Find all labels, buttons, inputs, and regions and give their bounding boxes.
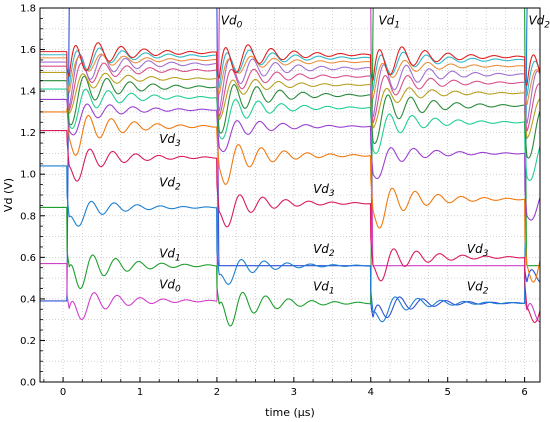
annotation-base: Vd bbox=[159, 132, 175, 146]
series-line bbox=[39, 47, 541, 97]
axis-ticks: 0 1 2 3 4 5 6 0.0 0.2 0.4 0.6 0.8 1.0 1.2 1.4 1.6 1.8 bbox=[20, 4, 528, 399]
curve-annotation: Vd0 bbox=[159, 278, 181, 295]
annotation-subscript: 1 bbox=[394, 21, 400, 31]
curve-annotation: Vd1 bbox=[159, 246, 181, 263]
series-line bbox=[39, 53, 541, 124]
series-line bbox=[39, 42, 541, 87]
y-tick-label: 0.4 bbox=[20, 294, 36, 305]
annotation-subscript: 2 bbox=[544, 21, 550, 31]
x-tick-label: 4 bbox=[368, 387, 374, 398]
series-line bbox=[39, 53, 541, 106]
annotation-subscript: 3 bbox=[329, 189, 335, 199]
series-line bbox=[39, 130, 541, 323]
annotation-base: Vd bbox=[467, 280, 483, 294]
annotation-base: Vd bbox=[313, 242, 329, 256]
annotation-base: Vd bbox=[313, 182, 329, 196]
series-line bbox=[39, 75, 541, 159]
annotation-subscript: 3 bbox=[483, 249, 489, 259]
series-line bbox=[39, 62, 541, 132]
annotation-base: Vd bbox=[159, 176, 175, 190]
curve-annotation: Vd2 bbox=[159, 176, 181, 193]
x-axis-label: time (µs) bbox=[265, 406, 315, 419]
y-tick-label: 1.8 bbox=[20, 4, 36, 15]
curve-annotation: Vd2 bbox=[528, 14, 550, 31]
annotation-base: Vd bbox=[159, 246, 175, 260]
curve-annotation: Vd1 bbox=[313, 280, 335, 297]
x-tick-label: 0 bbox=[60, 387, 66, 398]
curve-annotation: Vd3 bbox=[467, 242, 489, 259]
annotation-subscript: 1 bbox=[329, 287, 335, 297]
x-tick-label: 6 bbox=[521, 387, 527, 398]
curve-annotation: Vd1 bbox=[378, 14, 400, 31]
x-tick-label: 2 bbox=[214, 387, 220, 398]
y-tick-label: 1.2 bbox=[20, 128, 36, 139]
y-tick-label: 0.8 bbox=[20, 211, 36, 222]
series-line bbox=[39, 71, 541, 139]
series-line bbox=[39, 7, 541, 323]
series-line bbox=[39, 98, 541, 221]
series-line bbox=[39, 107, 541, 283]
annotation-base: Vd bbox=[313, 280, 329, 294]
y-tick-label: 1.0 bbox=[20, 170, 36, 181]
annotation-subscript: 2 bbox=[483, 287, 489, 297]
x-tick-label: 3 bbox=[291, 387, 297, 398]
annotation-subscript: 2 bbox=[329, 249, 335, 259]
x-tick-label: 5 bbox=[445, 387, 451, 398]
curve-annotation: Vd2 bbox=[467, 280, 489, 297]
annotation-base: Vd bbox=[159, 278, 175, 292]
annotation-subscript: 1 bbox=[175, 253, 181, 263]
annotation-base: Vd bbox=[378, 14, 394, 28]
annotation-subscript: 0 bbox=[175, 285, 181, 295]
annotation-subscript: 3 bbox=[175, 139, 181, 149]
y-axis-label: Vd (V) bbox=[2, 178, 15, 212]
series-line bbox=[39, 88, 541, 181]
annotation-subscript: 0 bbox=[237, 21, 243, 31]
y-tick-label: 1.4 bbox=[20, 87, 36, 98]
annotation-base: Vd bbox=[221, 14, 237, 28]
y-tick-label: 1.6 bbox=[20, 45, 36, 56]
y-tick-label: 0.6 bbox=[20, 253, 36, 264]
curve-annotation: Vd0 bbox=[221, 14, 243, 31]
curve-annotation: Vd3 bbox=[159, 132, 181, 149]
annotation-base: Vd bbox=[528, 14, 544, 28]
curve-annotation: Vd2 bbox=[313, 242, 335, 259]
y-tick-label: 0.2 bbox=[20, 336, 36, 347]
curve-annotation: Vd3 bbox=[313, 182, 335, 199]
y-tick-label: 0.0 bbox=[20, 378, 36, 389]
annotation-subscript: 2 bbox=[175, 183, 181, 193]
x-tick-label: 1 bbox=[137, 387, 143, 398]
annotation-base: Vd bbox=[467, 242, 483, 256]
